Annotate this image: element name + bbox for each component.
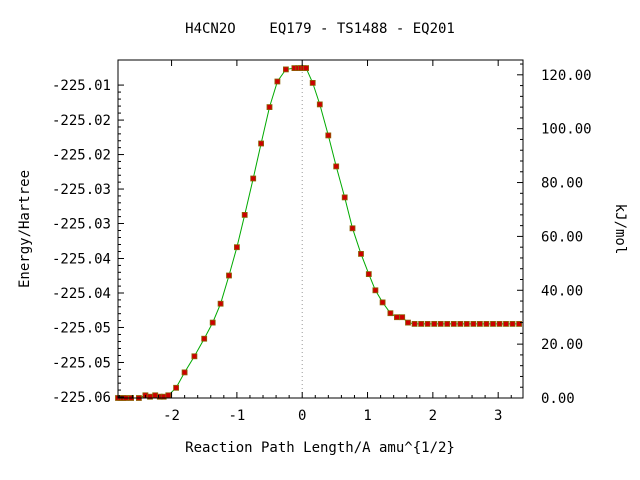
y2-tick-label: 120.00 — [541, 68, 592, 84]
data-point — [341, 194, 348, 201]
y-tick-label: -225.04 — [52, 286, 111, 302]
data-point — [399, 314, 406, 321]
y-tick-label: -225.03 — [52, 217, 111, 233]
data-point — [463, 320, 470, 327]
data-point — [250, 175, 257, 182]
y2-axis-label: kJ/mol — [612, 204, 628, 255]
data-point — [349, 225, 356, 232]
x-tick-label: -1 — [228, 408, 245, 424]
y-axis-right: 0.00 20.00 40.00 60.00 80.00 100.00 120.00 — [517, 63, 592, 407]
y-tick-label: -225.02 — [52, 113, 111, 129]
data-point — [209, 319, 216, 326]
data-point — [424, 320, 431, 327]
data-point — [258, 140, 265, 147]
data-point — [496, 320, 503, 327]
data-point — [333, 163, 340, 170]
data-point — [490, 320, 496, 327]
y-axis-label: Energy/Hartree — [17, 170, 33, 288]
data-point — [457, 320, 464, 327]
plot-frame — [117, 59, 524, 399]
y2-tick-label: 20.00 — [541, 337, 583, 353]
y2-tick-label: 100.00 — [541, 122, 592, 138]
data-point — [450, 320, 457, 327]
x-tick-label: 2 — [429, 408, 437, 424]
data-point — [405, 319, 411, 326]
data-point — [503, 320, 509, 327]
data-point — [303, 65, 310, 71]
data-point — [226, 272, 232, 279]
data-point — [516, 320, 522, 327]
data-point — [316, 101, 323, 108]
data-point — [509, 320, 516, 327]
data-point — [387, 310, 394, 317]
data-point — [282, 66, 289, 73]
data-point — [365, 271, 372, 278]
y2-tick-label: 80.00 — [541, 176, 583, 192]
x-tick-label: -2 — [163, 408, 180, 424]
y-tick-label: -225.03 — [52, 182, 111, 198]
y-tick-label: -225.05 — [52, 355, 111, 371]
curve-layer — [118, 67, 520, 399]
data-point — [173, 384, 180, 391]
data-point — [358, 250, 364, 257]
x-tick-label: 3 — [494, 408, 502, 424]
data-point — [191, 353, 198, 360]
x-axis-label: Reaction Path Length/A amu^{1/2} — [185, 440, 455, 456]
y2-tick-label: 40.00 — [541, 283, 583, 299]
x-tick-label: 1 — [363, 408, 371, 424]
data-point — [274, 78, 281, 85]
y-tick-label: -225.05 — [52, 320, 111, 336]
y-tick-label: -225.06 — [52, 390, 111, 406]
data-point — [165, 392, 172, 399]
y-tick-label: -225.04 — [52, 252, 111, 268]
y2-tick-label: 60.00 — [541, 229, 583, 245]
y-tick-label: -225.02 — [52, 148, 111, 164]
x-tick-label: 0 — [298, 408, 306, 424]
data-point — [431, 320, 438, 327]
data-point — [266, 104, 273, 110]
data-point — [470, 320, 477, 327]
data-point — [241, 211, 248, 218]
data-point — [233, 244, 240, 251]
y-tick-label: -225.01 — [52, 78, 111, 94]
data-point — [483, 320, 490, 327]
data-points-layer — [115, 65, 522, 401]
data-point — [418, 320, 425, 327]
data-point — [379, 299, 386, 306]
data-point — [411, 320, 418, 327]
data-point — [325, 132, 332, 139]
data-point — [309, 80, 316, 86]
data-point — [201, 335, 208, 342]
chart-title: H4CN2O EQ179 - TS1488 - EQ201 — [185, 21, 455, 37]
data-point — [181, 369, 188, 376]
y-axis-left: -225.01 -225.02 -225.02 -225.03 -225.03 -225.… — [52, 78, 124, 406]
data-point — [217, 300, 224, 307]
data-point — [393, 314, 400, 321]
x-axis: -2 -1 0 1 2 3 — [118, 60, 512, 424]
y2-tick-label: 0.00 — [541, 391, 575, 407]
data-point — [476, 320, 483, 327]
energy-curve — [118, 67, 520, 399]
data-point — [437, 320, 444, 327]
data-point — [372, 287, 379, 294]
data-point — [444, 320, 451, 327]
